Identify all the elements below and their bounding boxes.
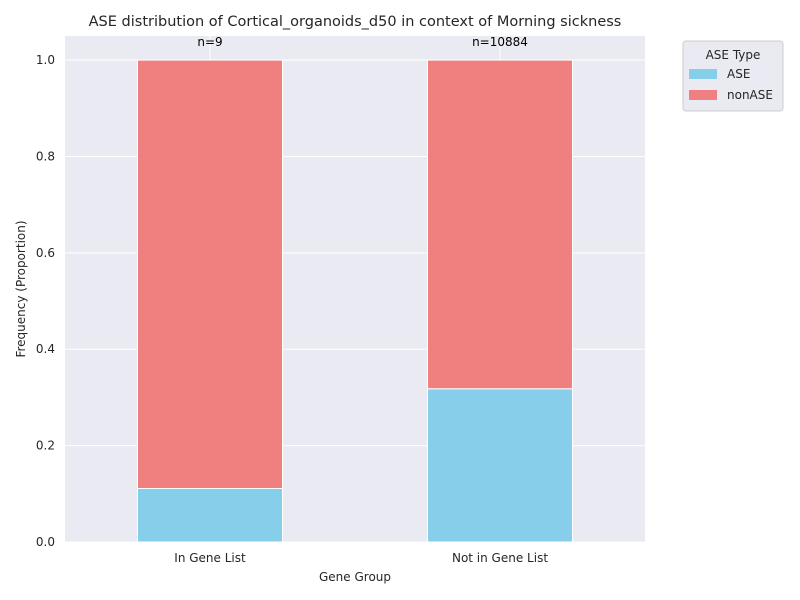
count-label: n=10884: [472, 35, 528, 49]
x-axis-ticks: In Gene List Not in Gene List: [174, 551, 548, 565]
legend-label-ase: ASE: [727, 67, 750, 81]
y-tick-label: 0.0: [36, 535, 55, 549]
bar-ase-1: [137, 488, 283, 543]
y-axis-ticks: 0.0 0.2 0.4 0.6 0.8 1.0: [36, 53, 55, 549]
legend: ASE Type ASE nonASE: [682, 40, 784, 112]
y-axis-label: Frequency (Proportion): [14, 220, 28, 357]
chart-title: ASE distribution of Cortical_organoids_d…: [89, 14, 622, 30]
bars: [137, 59, 573, 543]
y-tick-label: 0.8: [36, 149, 55, 163]
y-tick-label: 0.6: [36, 246, 55, 260]
count-annotations: n=9 n=10884: [197, 35, 528, 49]
x-tick-label: Not in Gene List: [452, 551, 548, 565]
y-tick-label: 0.4: [36, 342, 55, 356]
y-tick-label: 1.0: [36, 53, 55, 67]
legend-title: ASE Type: [706, 48, 761, 62]
legend-swatch-nonase: [689, 90, 717, 100]
bar-nonase-1: [137, 59, 283, 490]
legend-label-nonase: nonASE: [727, 88, 773, 102]
x-tick-label: In Gene List: [174, 551, 246, 565]
y-tick-label: 0.2: [36, 439, 55, 453]
count-label: n=9: [197, 35, 222, 49]
x-axis-label: Gene Group: [319, 570, 391, 584]
bar-ase-2: [427, 388, 573, 543]
legend-swatch-ase: [689, 69, 717, 79]
bar-nonase-2: [427, 59, 573, 390]
